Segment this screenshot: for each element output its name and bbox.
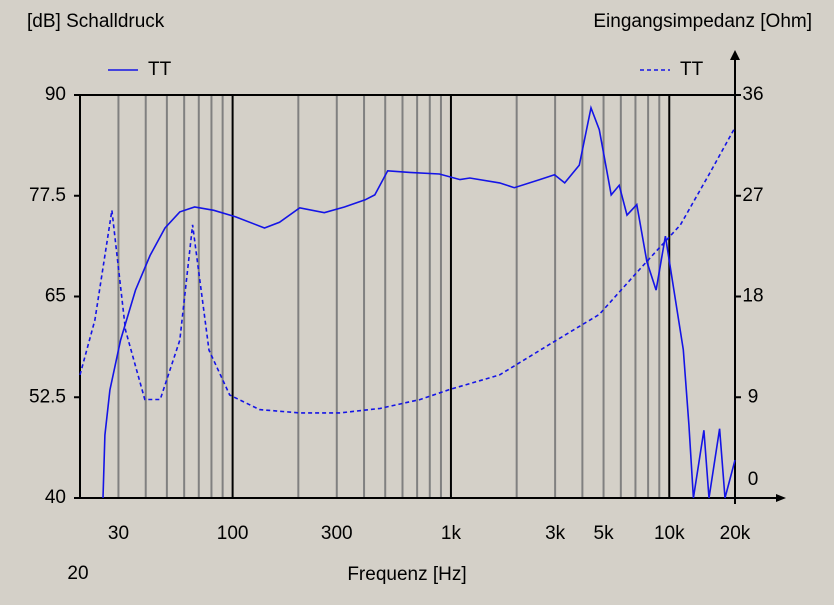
legend-label: TT <box>680 59 704 80</box>
y2-axis-arrow <box>730 50 740 60</box>
y-tick-label: 77.5 <box>29 185 66 206</box>
x-axis-title: Frequenz [Hz] <box>347 564 466 585</box>
x-tick-label: 10k <box>654 523 685 544</box>
y-tick-label: 40 <box>45 487 66 508</box>
x-tick-label: 20 <box>67 563 88 584</box>
x-tick-label: 3k <box>545 523 566 544</box>
x-tick-label: 30 <box>108 523 129 544</box>
y2-tick-label: 27 <box>742 185 763 206</box>
y2-tick-label: 9 <box>748 386 759 407</box>
y-tick-label: 52.5 <box>29 386 66 407</box>
y2-tick-label: 36 <box>742 84 763 105</box>
x-tick-label: 1k <box>441 523 462 544</box>
y2-tick-label: 0 <box>748 469 759 490</box>
x-tick-label: 20k <box>720 523 751 544</box>
x-tick-label: 300 <box>321 523 353 544</box>
legend-label: TT <box>148 59 172 80</box>
y-axis-title: [dB] Schalldruck <box>27 11 165 32</box>
y2-tick-label: 18 <box>742 286 763 307</box>
x-axis-arrow <box>776 494 786 502</box>
x-tick-label: 100 <box>217 523 249 544</box>
series-line <box>79 127 736 414</box>
y-tick-label: 90 <box>45 84 66 105</box>
series-line <box>102 105 736 499</box>
y2-axis-title: Eingangsimpedanz [Ohm] <box>593 11 812 32</box>
y-tick-label: 65 <box>45 286 66 307</box>
x-tick-label: 5k <box>594 523 615 544</box>
